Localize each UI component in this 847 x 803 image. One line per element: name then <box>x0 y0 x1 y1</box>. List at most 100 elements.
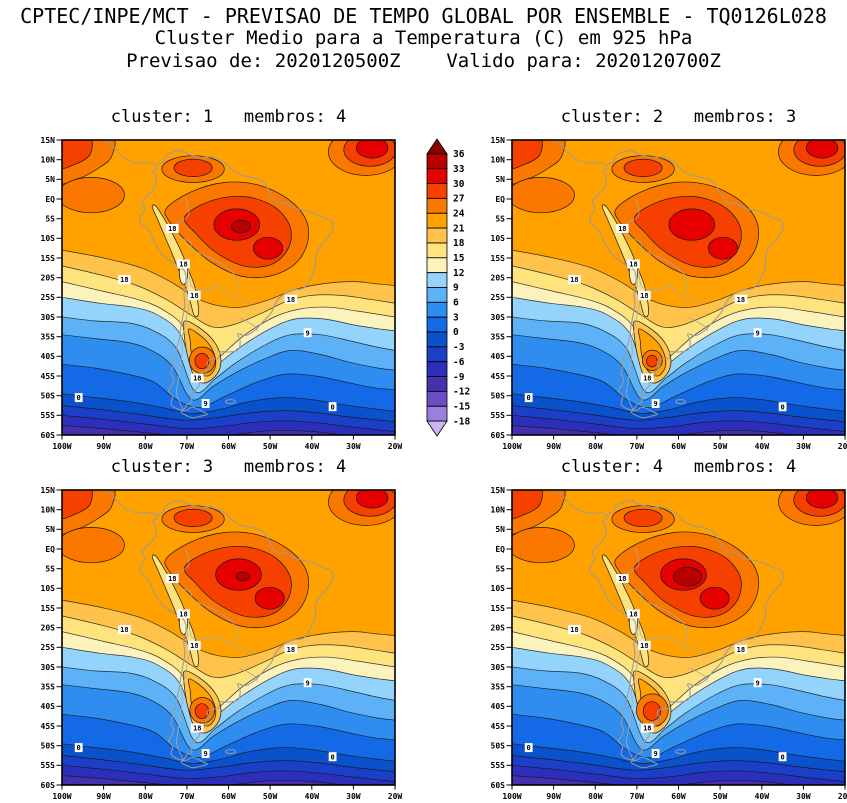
contour-label: 18 <box>629 611 637 619</box>
lon-axis-label: 60W <box>671 442 686 451</box>
lon-axis-label: 30W <box>796 442 811 451</box>
lon-axis-label: 30W <box>346 792 361 801</box>
lon-axis-label: 40W <box>755 442 770 451</box>
lat-axis-label: 5S <box>495 565 505 574</box>
lat-axis-label: 5S <box>45 215 55 224</box>
colorbar-value: 3 <box>453 312 459 323</box>
lon-axis-label: 80W <box>588 792 603 801</box>
contour-label: 0 <box>330 403 334 411</box>
contour-label: 18 <box>640 292 648 300</box>
contour-label: 18 <box>640 642 648 650</box>
lat-axis-label: 20S <box>41 624 56 633</box>
contour-label: 18 <box>643 375 651 383</box>
colorbar-value: 18 <box>453 238 465 249</box>
cluster-3-map-panel: 18 18 18 18 18 18 9 9 0 0 15N 10N 5N EQ 5S 10S 15S 20S 25S… <box>26 486 416 803</box>
lat-axis-label: 55S <box>491 761 506 770</box>
lon-axis-label: 90W <box>96 442 111 451</box>
lat-axis-label: EQ <box>45 195 55 204</box>
colorbar-value: 15 <box>453 253 465 264</box>
lat-axis-label: 15N <box>491 136 506 145</box>
temperature-field: 18 18 18 18 18 18 9 9 0 0 <box>62 490 395 785</box>
lon-axis-label: 90W <box>546 792 561 801</box>
lat-axis-label: 20S <box>491 624 506 633</box>
colorbar-value: 6 <box>453 298 459 309</box>
lat-axis-label: 45S <box>41 722 56 731</box>
contour-label: 18 <box>618 575 626 583</box>
temperature-field: 18 18 18 18 18 18 9 9 0 0 <box>62 140 395 435</box>
lon-axis-label: 60W <box>671 792 686 801</box>
contour-label: 18 <box>193 725 201 733</box>
cluster-2-map-panel: 18 18 18 18 18 18 9 9 0 0 15N 10N 5N EQ 5S 10S 15S 20S 25S… <box>476 136 847 458</box>
cluster-4-map: 18 18 18 18 18 18 9 9 0 0 15N 10N 5N EQ 5S 10S 15S 20S 25S… <box>491 486 847 801</box>
lat-axis-label: 30S <box>41 313 56 322</box>
cluster-3-map: 18 18 18 18 18 18 9 9 0 0 15N 10N 5N EQ 5S 10S 15S 20S 25S… <box>41 486 403 801</box>
lon-axis-label: 90W <box>96 792 111 801</box>
contour-label: 18 <box>193 375 201 383</box>
contour-label: 0 <box>330 753 334 761</box>
contour-label: 18 <box>120 276 128 284</box>
lat-axis-label: 60S <box>41 431 56 440</box>
lat-axis-label: 5S <box>45 565 55 574</box>
colorbar-value: -6 <box>453 357 465 368</box>
cluster-2-map: 18 18 18 18 18 18 9 9 0 0 15N 10N 5N EQ 5S 10S 15S 20S 25S… <box>491 136 847 451</box>
lon-axis-label: 30W <box>346 442 361 451</box>
contour-label: 9 <box>755 679 759 687</box>
lat-axis-label: 15N <box>41 136 56 145</box>
lat-axis-label: 15S <box>41 604 56 613</box>
contour-label: 18 <box>168 575 176 583</box>
lon-axis-label: 70W <box>630 792 645 801</box>
colorbar-value: 0 <box>453 327 459 338</box>
lat-axis-label: 50S <box>491 392 506 401</box>
colorbar-value: 24 <box>453 209 465 220</box>
panel-title-cluster-2: cluster: 2 membros: 3 <box>560 107 797 127</box>
lon-axis-label: 20W <box>838 792 847 801</box>
colorbar-value: -18 <box>453 416 470 427</box>
contour-label: 18 <box>190 292 198 300</box>
contour-label: 18 <box>120 626 128 634</box>
lat-axis-label: 5N <box>495 525 505 534</box>
lon-axis-label: 100W <box>502 792 521 801</box>
contour-label: 9 <box>203 750 207 758</box>
colorbar-value: -3 <box>453 342 465 353</box>
colorbar-value: -9 <box>453 372 465 383</box>
lat-axis-label: 25S <box>491 643 506 652</box>
colorbar-value: 33 <box>453 164 465 175</box>
contour-label: 18 <box>179 611 187 619</box>
lat-axis-label: 55S <box>41 761 56 770</box>
coastline <box>589 499 784 761</box>
contour-label: 18 <box>168 225 176 233</box>
lon-axis-label: 40W <box>305 792 320 801</box>
lat-axis-label: 35S <box>491 333 506 342</box>
lat-axis-label: 45S <box>41 372 56 381</box>
figure-title-line1: CPTEC/INPE/MCT - PREVISAO DE TEMPO GLOBA… <box>20 4 827 28</box>
lat-axis-label: 5S <box>495 215 505 224</box>
lat-axis-label: 5N <box>45 175 55 184</box>
lat-axis-label: 10N <box>491 156 506 165</box>
lon-axis-label: 70W <box>180 792 195 801</box>
lat-axis-label: 10S <box>41 584 56 593</box>
lat-axis-label: EQ <box>495 195 505 204</box>
cluster-1-map: 18 18 18 18 18 18 9 9 0 0 15N 10N 5N EQ 5S 10S 15S 20S 25S… <box>41 136 403 451</box>
contour-label: 18 <box>287 296 295 304</box>
lon-axis-label: 70W <box>180 442 195 451</box>
panel-title-cluster-1: cluster: 1 membros: 4 <box>110 107 347 127</box>
lon-axis-label: 100W <box>52 442 71 451</box>
lat-axis-label: 10N <box>41 506 56 515</box>
lon-axis-label: 70W <box>630 442 645 451</box>
contour-label: 9 <box>305 329 309 337</box>
coastline <box>139 149 334 411</box>
lat-axis-label: 40S <box>491 702 506 711</box>
lon-axis-label: 20W <box>388 792 403 801</box>
contour-label: 18 <box>570 626 578 634</box>
lat-axis-label: 10S <box>41 234 56 243</box>
lon-axis-label: 20W <box>838 442 847 451</box>
colorbar-value: 27 <box>453 194 464 205</box>
contour-label: 18 <box>190 642 198 650</box>
lat-axis-label: 60S <box>491 431 506 440</box>
contour-label: 9 <box>653 400 657 408</box>
cluster-1-map-panel: 18 18 18 18 18 18 9 9 0 0 15N 10N 5N EQ 5S 10S 15S 20S 25S… <box>26 136 416 458</box>
contour-label: 18 <box>737 296 745 304</box>
lat-axis-label: 5N <box>495 175 505 184</box>
